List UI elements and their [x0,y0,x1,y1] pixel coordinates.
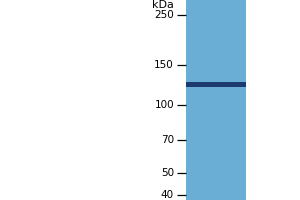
Bar [186,82,246,87]
Text: 50: 50 [161,168,174,178]
Text: 250: 250 [154,10,174,20]
Text: kDa: kDa [152,0,174,10]
Text: 150: 150 [154,60,174,70]
Text: 100: 100 [154,100,174,110]
Text: 40: 40 [161,190,174,200]
Bar [186,0,246,200]
Text: 70: 70 [161,135,174,145]
